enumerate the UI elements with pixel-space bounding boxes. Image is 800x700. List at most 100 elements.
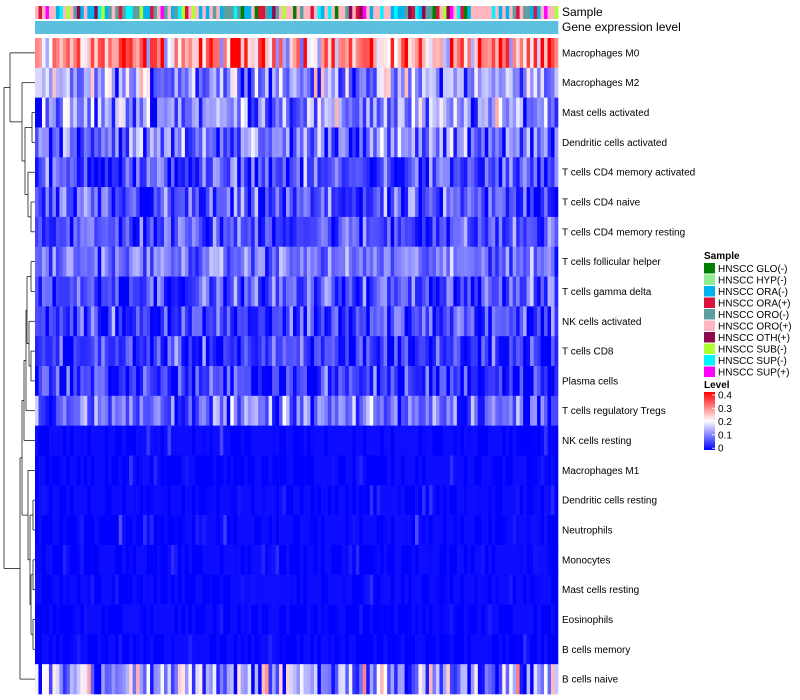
heatmap-cell xyxy=(390,276,395,307)
heatmap-cell xyxy=(205,544,210,576)
heatmap-cell xyxy=(526,634,531,665)
heatmap-cell xyxy=(146,395,151,426)
heatmap-cell xyxy=(422,664,426,695)
heatmap-cell xyxy=(359,38,364,69)
sample-annotation-cell xyxy=(376,6,381,19)
heatmap-cell xyxy=(519,515,524,546)
heatmap-cell xyxy=(83,366,88,397)
gene-expression-annotation-cell xyxy=(35,21,39,34)
heatmap-cell xyxy=(408,425,412,456)
heatmap-cell xyxy=(299,127,304,158)
heatmap-cell xyxy=(477,544,482,576)
heatmap-cell xyxy=(526,157,531,188)
heatmap-cell xyxy=(551,366,555,397)
heatmap-cell xyxy=(282,97,287,128)
heatmap-cell xyxy=(411,67,416,98)
heatmap-cell xyxy=(376,455,381,486)
heatmap-cell xyxy=(195,306,200,337)
heatmap-cell xyxy=(125,604,130,635)
heatmap-cell xyxy=(184,67,189,98)
heatmap-cell xyxy=(383,127,388,158)
heatmap-cell xyxy=(69,276,74,307)
heatmap-cell xyxy=(233,276,238,307)
heatmap-cell xyxy=(212,574,217,605)
heatmap-cell xyxy=(289,366,294,397)
heatmap-cell xyxy=(275,366,280,397)
heatmap-cell xyxy=(94,216,99,248)
heatmap-cell xyxy=(306,216,311,248)
heatmap-cell xyxy=(425,187,430,218)
heatmap-cell xyxy=(306,127,311,158)
heatmap-cell xyxy=(101,97,106,128)
heatmap-cell xyxy=(209,425,214,456)
heatmap-cell xyxy=(380,127,384,158)
heatmap-cell xyxy=(132,366,137,397)
heatmap-cell xyxy=(223,336,228,367)
heatmap-cell xyxy=(495,515,500,546)
heatmap-cell xyxy=(540,515,545,546)
heatmap-cell xyxy=(362,216,367,248)
heatmap-cell xyxy=(537,664,541,695)
heatmap-cell xyxy=(523,455,527,486)
heatmap-cell xyxy=(76,604,81,635)
heatmap-cell xyxy=(198,67,203,98)
heatmap-cell xyxy=(324,366,329,397)
gene-expression-annotation-cell xyxy=(282,21,287,34)
heatmap-cell xyxy=(188,425,193,456)
heatmap-cell xyxy=(80,67,85,98)
heatmap-cell xyxy=(293,604,297,635)
heatmap-cell xyxy=(143,634,147,665)
heatmap-cell xyxy=(484,425,489,456)
heatmap-cell xyxy=(404,574,409,605)
heatmap-cell xyxy=(369,366,374,397)
heatmap-cell xyxy=(547,216,552,248)
heatmap-cell xyxy=(415,485,419,516)
heatmap-cell xyxy=(177,127,182,158)
heatmap-cell xyxy=(268,38,273,69)
heatmap-cell xyxy=(41,425,46,456)
heatmap-cell xyxy=(474,634,479,665)
heatmap-cell xyxy=(453,515,458,546)
heatmap-cell xyxy=(355,38,360,69)
sample-annotation-cell xyxy=(530,6,534,19)
heatmap-cell xyxy=(125,246,130,277)
heatmap-cell xyxy=(296,604,301,635)
heatmap-cell xyxy=(115,664,119,695)
heatmap-cell xyxy=(404,366,409,397)
heatmap-cell xyxy=(477,246,482,277)
heatmap-cell xyxy=(439,395,444,426)
heatmap-cell xyxy=(338,216,343,248)
heatmap-cell xyxy=(35,544,39,576)
heatmap-cell xyxy=(401,515,405,546)
heatmap-cell xyxy=(401,574,405,605)
gene-expression-annotation-cell xyxy=(139,21,144,34)
gene-expression-annotation-cell xyxy=(233,21,238,34)
heatmap-cell xyxy=(484,455,489,486)
heatmap-cell xyxy=(355,127,360,158)
heatmap-cell xyxy=(317,634,322,665)
heatmap-cell xyxy=(397,544,402,576)
heatmap-cell xyxy=(153,127,158,158)
heatmap-cell xyxy=(132,395,137,426)
heatmap-cell xyxy=(359,634,364,665)
heatmap-cell xyxy=(136,67,140,98)
heatmap-cell xyxy=(62,604,67,635)
heatmap-cell xyxy=(205,157,210,188)
heatmap-cell xyxy=(59,515,64,546)
heatmap-cell xyxy=(115,485,119,516)
heatmap-cell xyxy=(512,127,517,158)
heatmap-cell xyxy=(164,38,168,69)
heatmap-cell xyxy=(418,395,423,426)
heatmap-cell xyxy=(484,604,489,635)
heatmap-cell xyxy=(219,544,224,576)
heatmap-cell xyxy=(216,574,221,605)
heatmap-cell xyxy=(80,366,85,397)
heatmap-cell xyxy=(181,336,186,367)
heatmap-cell xyxy=(390,187,395,218)
heatmap-cell xyxy=(237,366,242,397)
heatmap-cell xyxy=(540,38,545,69)
heatmap-cell xyxy=(418,127,423,158)
row-label: T cells CD4 memory activated xyxy=(562,168,695,179)
heatmap-cell xyxy=(237,634,242,665)
heatmap-cell xyxy=(150,604,154,635)
